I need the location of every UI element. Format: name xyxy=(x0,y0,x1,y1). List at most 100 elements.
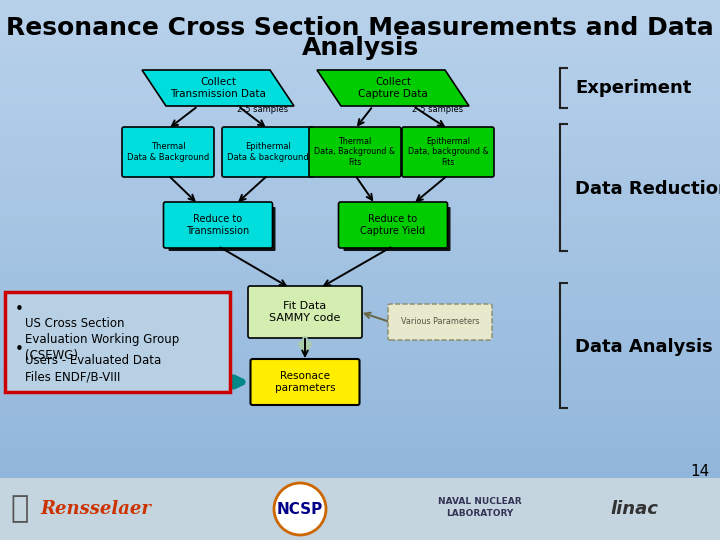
Bar xyxy=(0,324,720,329)
Bar xyxy=(0,248,720,254)
Bar xyxy=(0,200,720,205)
Bar xyxy=(0,535,720,540)
Text: NCSP: NCSP xyxy=(277,502,323,516)
Text: Data Reduction: Data Reduction xyxy=(575,179,720,198)
Bar xyxy=(0,421,720,427)
Bar xyxy=(0,270,720,275)
Bar xyxy=(0,400,720,405)
Bar xyxy=(0,178,720,184)
Bar xyxy=(0,351,720,356)
Text: Thermal
Data & Background: Thermal Data & Background xyxy=(127,143,209,161)
Text: Reduce to
Capture Yield: Reduce to Capture Yield xyxy=(361,214,426,236)
Polygon shape xyxy=(317,70,469,106)
Bar xyxy=(0,383,720,389)
Bar xyxy=(0,378,720,383)
Text: Reduce to
Transmission: Reduce to Transmission xyxy=(186,214,250,236)
Bar xyxy=(0,151,720,157)
Bar xyxy=(0,389,720,394)
Text: Experiment: Experiment xyxy=(575,79,691,97)
Bar xyxy=(0,491,720,497)
Bar xyxy=(0,265,720,270)
Bar xyxy=(0,416,720,421)
Bar xyxy=(0,238,720,243)
Bar xyxy=(0,59,720,65)
Bar xyxy=(0,27,720,32)
Text: Epithermal
Data, background &
Fits: Epithermal Data, background & Fits xyxy=(408,137,488,167)
Bar xyxy=(0,189,720,194)
Bar xyxy=(0,308,720,313)
Text: Resonance Cross Section Measurements and Data: Resonance Cross Section Measurements and… xyxy=(6,16,714,40)
Bar xyxy=(0,86,720,92)
FancyBboxPatch shape xyxy=(222,127,314,177)
Text: Thermal
Data, Background &
Fits: Thermal Data, Background & Fits xyxy=(315,137,395,167)
Bar xyxy=(0,464,720,470)
Bar xyxy=(0,443,720,448)
Bar xyxy=(0,340,720,346)
Bar xyxy=(0,362,720,367)
Bar xyxy=(0,470,720,475)
Bar xyxy=(0,367,720,373)
Bar xyxy=(0,81,720,86)
Text: Collect
Capture Data: Collect Capture Data xyxy=(358,77,428,99)
Text: Data Analysis: Data Analysis xyxy=(575,338,713,356)
Bar xyxy=(0,410,720,416)
Bar xyxy=(0,524,720,529)
Text: 2-5 samples: 2-5 samples xyxy=(413,105,464,114)
Text: Collect
Transmission Data: Collect Transmission Data xyxy=(170,77,266,99)
Text: Users - Evaluated Data
Files ENDF/B-VIII: Users - Evaluated Data Files ENDF/B-VIII xyxy=(25,354,161,383)
Bar xyxy=(0,76,720,81)
FancyBboxPatch shape xyxy=(402,127,494,177)
Bar xyxy=(0,140,720,146)
FancyBboxPatch shape xyxy=(251,359,359,405)
Circle shape xyxy=(274,483,326,535)
Bar xyxy=(0,130,720,135)
Text: LABORATORY: LABORATORY xyxy=(446,510,513,518)
Bar xyxy=(0,497,720,502)
Bar xyxy=(0,529,720,535)
Bar xyxy=(0,356,720,362)
Bar xyxy=(0,275,720,281)
Bar xyxy=(0,92,720,97)
Bar xyxy=(0,0,720,5)
Bar xyxy=(0,124,720,130)
Text: Resonace
parameters: Resonace parameters xyxy=(275,371,336,393)
FancyBboxPatch shape xyxy=(5,292,230,392)
Bar xyxy=(0,103,720,108)
Bar xyxy=(0,346,720,351)
Bar xyxy=(0,5,720,11)
Bar xyxy=(0,135,720,140)
Bar xyxy=(0,432,720,437)
Bar xyxy=(0,502,720,508)
Bar xyxy=(0,32,720,38)
Bar xyxy=(0,373,720,378)
Bar xyxy=(0,146,720,151)
Bar xyxy=(0,394,720,400)
Bar xyxy=(0,329,720,335)
Text: Epithermal
Data & background: Epithermal Data & background xyxy=(227,143,309,161)
Text: Rensselaer: Rensselaer xyxy=(40,500,151,518)
FancyBboxPatch shape xyxy=(309,127,401,177)
Text: Various Parameters: Various Parameters xyxy=(401,318,480,327)
Bar xyxy=(0,478,720,540)
Bar xyxy=(0,281,720,286)
Text: 2-5 samples: 2-5 samples xyxy=(238,105,289,114)
Bar xyxy=(0,475,720,481)
Bar xyxy=(0,119,720,124)
Text: linac: linac xyxy=(610,500,658,518)
Bar xyxy=(0,259,720,265)
Bar xyxy=(0,227,720,232)
FancyBboxPatch shape xyxy=(388,304,492,340)
Polygon shape xyxy=(142,70,294,106)
Bar xyxy=(0,448,720,454)
Bar xyxy=(0,184,720,189)
Bar xyxy=(0,16,720,22)
Bar xyxy=(0,427,720,432)
Bar xyxy=(0,454,720,459)
Bar xyxy=(0,302,720,308)
Bar xyxy=(0,486,720,491)
FancyBboxPatch shape xyxy=(343,207,451,251)
Bar xyxy=(0,437,720,443)
Bar xyxy=(0,216,720,221)
Bar xyxy=(0,113,720,119)
Bar xyxy=(0,319,720,324)
